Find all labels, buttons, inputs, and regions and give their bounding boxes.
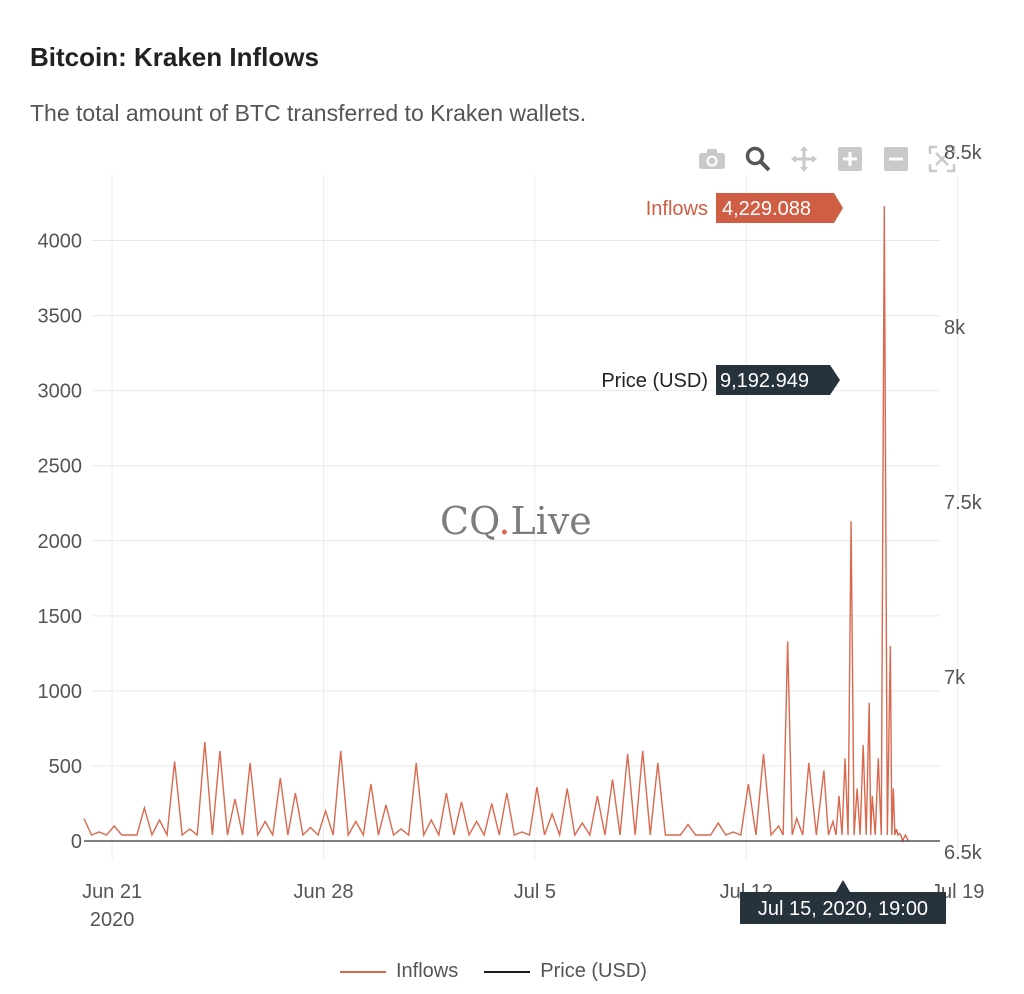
svg-text:CQ.Live: CQ.Live <box>440 499 592 543</box>
y-axis-left: 0 500 1000 1500 2000 2500 3000 3500 4000 <box>38 231 83 854</box>
y-right-tick-label: 7.5k <box>944 492 983 514</box>
tooltip-inflows-box <box>716 193 834 223</box>
y-left-tick-label: 1500 <box>38 606 83 628</box>
zoom-icon[interactable] <box>742 144 774 174</box>
tooltip-inflows-name: Inflows <box>646 198 708 220</box>
chart-subtitle: The total amount of BTC transferred to K… <box>30 100 587 126</box>
chart-title: Bitcoin: Kraken Inflows <box>30 42 319 72</box>
y-left-tick-label: 3500 <box>38 306 83 328</box>
x-tick-label: Jul 5 <box>514 881 556 903</box>
y-right-tick-label: 6.5k <box>944 842 983 864</box>
inflows-series-line <box>83 206 910 843</box>
y-right-tick-label: 8k <box>944 317 966 339</box>
y-right-tick-label: 8.5k <box>944 142 983 164</box>
zoom-in-icon[interactable] <box>834 144 866 174</box>
x-tick-label: Jun 28 <box>293 881 353 903</box>
watermark: CQ.Live <box>440 499 592 543</box>
autoscale-icon[interactable] <box>926 144 958 174</box>
y-left-tick-label: 2000 <box>38 531 83 553</box>
tooltip-inflows-arrow <box>834 193 843 223</box>
legend-item-inflows[interactable]: Inflows <box>340 960 458 983</box>
tooltip-x-value: Jul 15, 2020, 19:00 <box>758 898 928 920</box>
legend-item-price[interactable]: Price (USD) <box>484 960 647 983</box>
y-left-tick-label: 4000 <box>38 231 83 253</box>
x-year-label: 2020 <box>90 909 135 931</box>
plot-toolbar <box>696 144 972 174</box>
tooltip-inflows: Inflows 4,229.088 <box>646 193 843 223</box>
legend: Inflows Price (USD) <box>340 960 647 983</box>
y-left-tick-label: 2500 <box>38 456 83 478</box>
y-right-tick-label: 7k <box>944 667 966 689</box>
tooltip-x: Jul 15, 2020, 19:00 <box>740 880 946 924</box>
pan-icon[interactable] <box>788 144 820 174</box>
tooltip-price-name: Price (USD) <box>601 370 708 392</box>
tooltip-price-arrow <box>830 365 840 395</box>
tooltip-x-arrow <box>836 880 850 892</box>
legend-label-inflows: Inflows <box>396 960 459 982</box>
y-left-tick-label: 500 <box>49 756 82 778</box>
tooltip-price: Price (USD) 9,192.949 <box>601 365 840 395</box>
camera-icon[interactable] <box>696 144 728 174</box>
y-left-tick-label: 3000 <box>38 381 83 403</box>
tooltip-x-box <box>740 892 946 924</box>
tooltip-price-box <box>716 365 830 395</box>
y-left-tick-label: 1000 <box>38 681 83 703</box>
zoom-out-icon[interactable] <box>880 144 912 174</box>
tooltip-price-value: 9,192.949 <box>720 370 809 392</box>
legend-label-price: Price (USD) <box>540 960 647 982</box>
y-left-tick-label: 0 <box>71 831 82 853</box>
tooltip-inflows-value: 4,229.088 <box>722 198 811 220</box>
legend-swatch-price <box>484 970 531 973</box>
x-tick-label: Jun 21 <box>82 881 142 903</box>
legend-swatch-inflows <box>340 970 386 973</box>
